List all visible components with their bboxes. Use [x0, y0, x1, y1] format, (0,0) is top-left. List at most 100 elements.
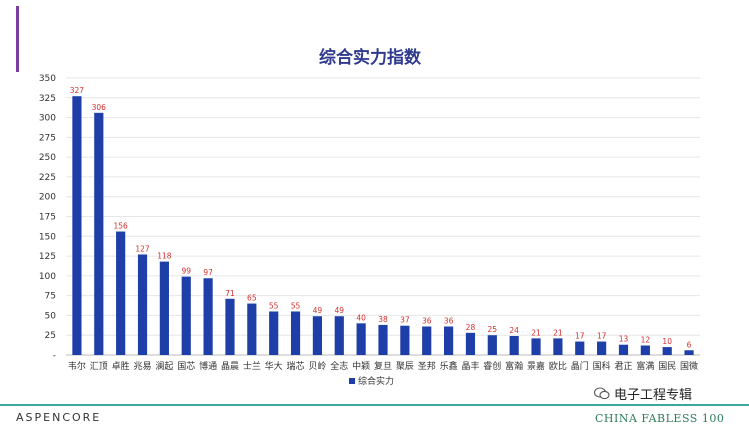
x-tick-label: 富瀚 [505, 360, 523, 372]
x-tick-label: 中颖 [352, 360, 370, 372]
y-tick-label: 25 [45, 331, 56, 341]
data-label: 156 [113, 222, 128, 231]
legend: 综合实力 [349, 375, 394, 387]
bar [159, 261, 169, 355]
bar [684, 350, 694, 355]
wechat-icon [594, 387, 610, 400]
bar [290, 311, 301, 355]
x-axis-ticks: 韦尔 汇顶 卓胜 兆易 澜起 国芯 博通 晶晨 士兰 华大 瑞芯 贝岭 全志 中颖 复旦 聚辰 圣邦 乐鑫 晶丰 睿创… [68, 360, 698, 372]
data-label: 21 [553, 328, 563, 337]
y-tick-label: - [53, 351, 56, 361]
data-label: 99 [181, 267, 191, 276]
bar [597, 341, 607, 355]
bar [312, 316, 323, 355]
data-label: 71 [225, 289, 235, 298]
x-tick-label: 韦尔 [68, 360, 86, 372]
data-label: 40 [356, 313, 366, 322]
bar [509, 336, 519, 355]
x-tick-label: 欧比 [549, 360, 567, 372]
wechat-account: 电子工程专辑 [594, 384, 692, 403]
bar [334, 316, 344, 355]
bar [356, 323, 366, 355]
x-tick-label: 国民 [658, 361, 676, 372]
y-tick-label: 150 [39, 232, 56, 242]
x-tick-label: 国微 [680, 360, 698, 372]
x-tick-label: 汇顶 [90, 361, 108, 372]
bar [640, 345, 650, 355]
data-label: 36 [422, 317, 432, 326]
bar-chart: 综合实力指数 - 25 50 75 100 125 150 175 200 225 250 275 30… [39, 47, 700, 387]
accent-bar [16, 6, 19, 72]
y-tick-label: 100 [39, 272, 56, 282]
chart-title: 综合实力指数 [319, 47, 422, 68]
y-tick-label: 250 [39, 153, 56, 163]
gridlines [66, 77, 700, 356]
x-tick-label: 瑞芯 [287, 360, 305, 372]
x-tick-label: 澜起 [155, 361, 173, 372]
x-tick-label: 晶晨 [221, 361, 239, 372]
bar [203, 278, 213, 355]
data-label: 55 [269, 301, 279, 310]
footer-divider [0, 404, 749, 406]
bar [618, 344, 629, 355]
data-label: 65 [247, 294, 257, 303]
y-tick-label: 225 [39, 173, 56, 183]
data-label: 17 [597, 332, 607, 341]
data-label: 21 [531, 328, 541, 337]
x-tick-label: 晶门 [571, 360, 589, 372]
y-axis-ticks: - 25 50 75 100 125 150 175 200 225 250 275 300 325 350 [39, 74, 56, 361]
bar [443, 326, 454, 355]
bar [137, 254, 148, 355]
x-tick-label: 晶丰 [461, 360, 479, 372]
data-labels: 327 306 156 127 118 99 97 71 65 55 55 49 49 40 38 37 36 3… [70, 86, 692, 349]
data-label: 118 [157, 252, 172, 261]
bar [553, 338, 563, 355]
y-tick-label: 75 [45, 292, 56, 302]
bar [662, 347, 672, 355]
bar [422, 326, 432, 355]
wechat-name: 电子工程专辑 [614, 388, 693, 403]
data-label: 25 [488, 325, 498, 334]
x-tick-label: 兆易 [134, 361, 152, 372]
x-tick-label: 国芯 [177, 360, 195, 372]
x-tick-label: 乐鑫 [440, 360, 458, 372]
x-tick-label: 士兰 [243, 360, 261, 372]
x-tick-label: 卓胜 [112, 360, 130, 372]
tagline: CHINA FABLESS 100 [595, 412, 725, 425]
y-tick-label: 275 [39, 133, 56, 143]
data-label: 55 [291, 301, 301, 310]
bar [269, 311, 279, 355]
data-label: 10 [662, 337, 672, 346]
bar [487, 335, 497, 355]
data-label: 28 [466, 323, 476, 332]
data-label: 13 [619, 335, 629, 344]
x-tick-label: 睿创 [483, 360, 501, 372]
bar [575, 341, 585, 355]
data-label: 6 [687, 340, 692, 349]
y-tick-label: 50 [45, 311, 57, 321]
data-label: 37 [400, 316, 410, 325]
bar [247, 303, 257, 355]
data-label: 24 [509, 326, 519, 335]
bar [181, 276, 191, 355]
brand-logo: ASPENCORE [16, 411, 102, 424]
y-tick-label: 125 [39, 252, 56, 262]
y-tick-label: 175 [39, 213, 56, 223]
y-tick-label: 200 [39, 193, 56, 203]
bar [465, 332, 476, 355]
data-label: 12 [641, 336, 651, 345]
bars [72, 96, 694, 356]
y-tick-label: 325 [39, 94, 56, 104]
bar [531, 338, 541, 355]
legend-label: 综合实力 [358, 375, 394, 387]
bar [225, 298, 235, 355]
x-tick-label: 富满 [636, 360, 654, 372]
bar [400, 325, 410, 355]
data-label: 306 [92, 103, 107, 112]
data-label: 327 [70, 86, 85, 95]
x-tick-label: 全志 [330, 360, 348, 372]
x-tick-label: 国科 [593, 360, 611, 372]
y-tick-label: 350 [39, 74, 56, 84]
x-tick-label: 贝岭 [308, 360, 326, 372]
x-tick-label: 聚辰 [396, 361, 414, 372]
